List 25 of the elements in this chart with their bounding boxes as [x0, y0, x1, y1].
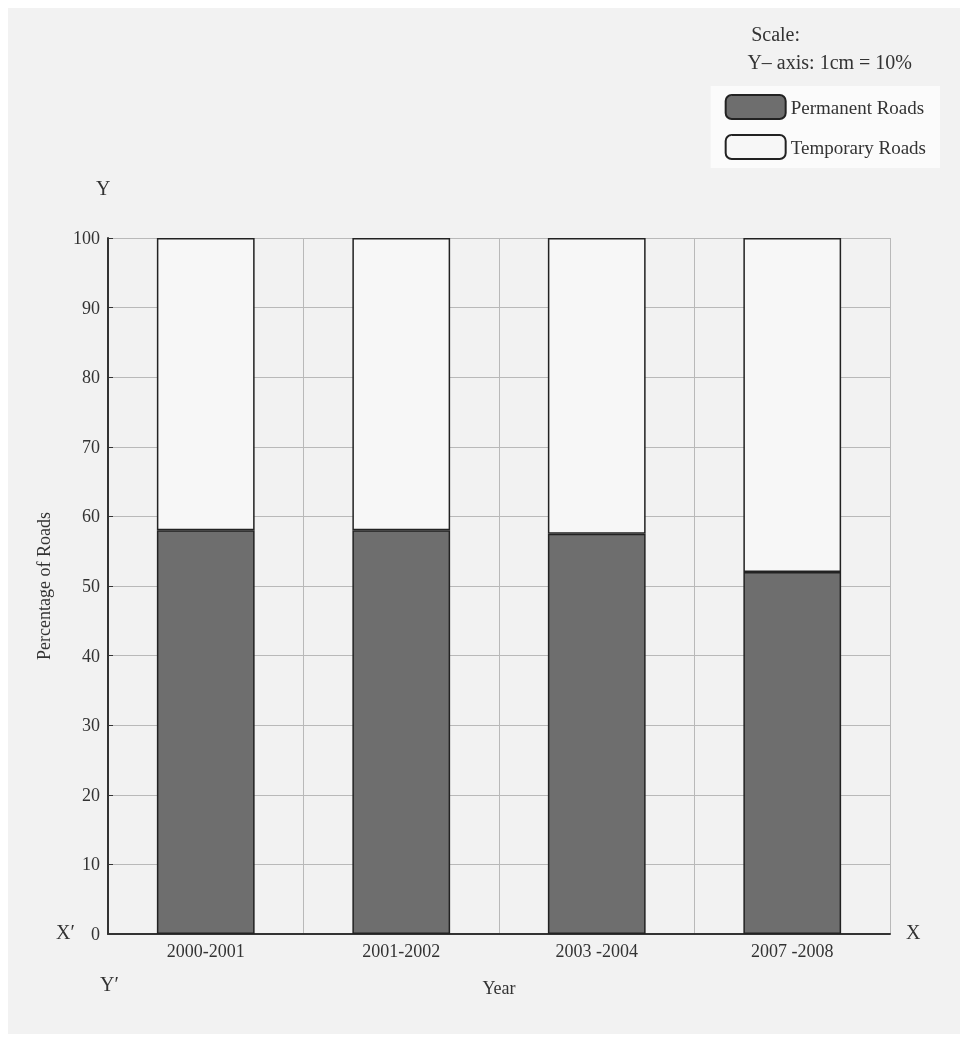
x-tick-label: 2007 -2008: [751, 941, 834, 961]
x-axis-title: Year: [482, 978, 516, 998]
text: Scale:: [751, 23, 801, 45]
x-tick-label: 2001-2002: [362, 941, 441, 961]
legend-label: Temporary Roads: [790, 136, 927, 158]
y-tick-label: 10: [82, 854, 100, 875]
y-tick-label: 90: [82, 297, 100, 318]
y-tick-label: 40: [82, 645, 100, 666]
y-tick-label: 100: [73, 228, 100, 248]
text: X: [906, 921, 921, 943]
y-axis-title: Percentage of Roads: [34, 512, 54, 660]
y-tick-label: 70: [82, 436, 100, 457]
y-tick-label: 30: [82, 715, 100, 736]
y-tick-label: 80: [82, 367, 100, 388]
y-tick-label: 50: [82, 576, 100, 596]
text: X′: [56, 921, 75, 943]
legend-label: Permanent Roads: [790, 96, 925, 118]
x-tick-label: 2003 -2004: [555, 941, 638, 961]
text: Y– axis: 1cm = 10%: [747, 51, 912, 73]
text: Y′: [100, 973, 119, 995]
text: Y: [96, 177, 111, 199]
x-tick-label: 2000-2001: [166, 941, 245, 961]
y-tick-label: 60: [82, 506, 100, 527]
y-tick-label: 20: [82, 784, 100, 805]
y-tick-label: 0: [91, 924, 100, 944]
